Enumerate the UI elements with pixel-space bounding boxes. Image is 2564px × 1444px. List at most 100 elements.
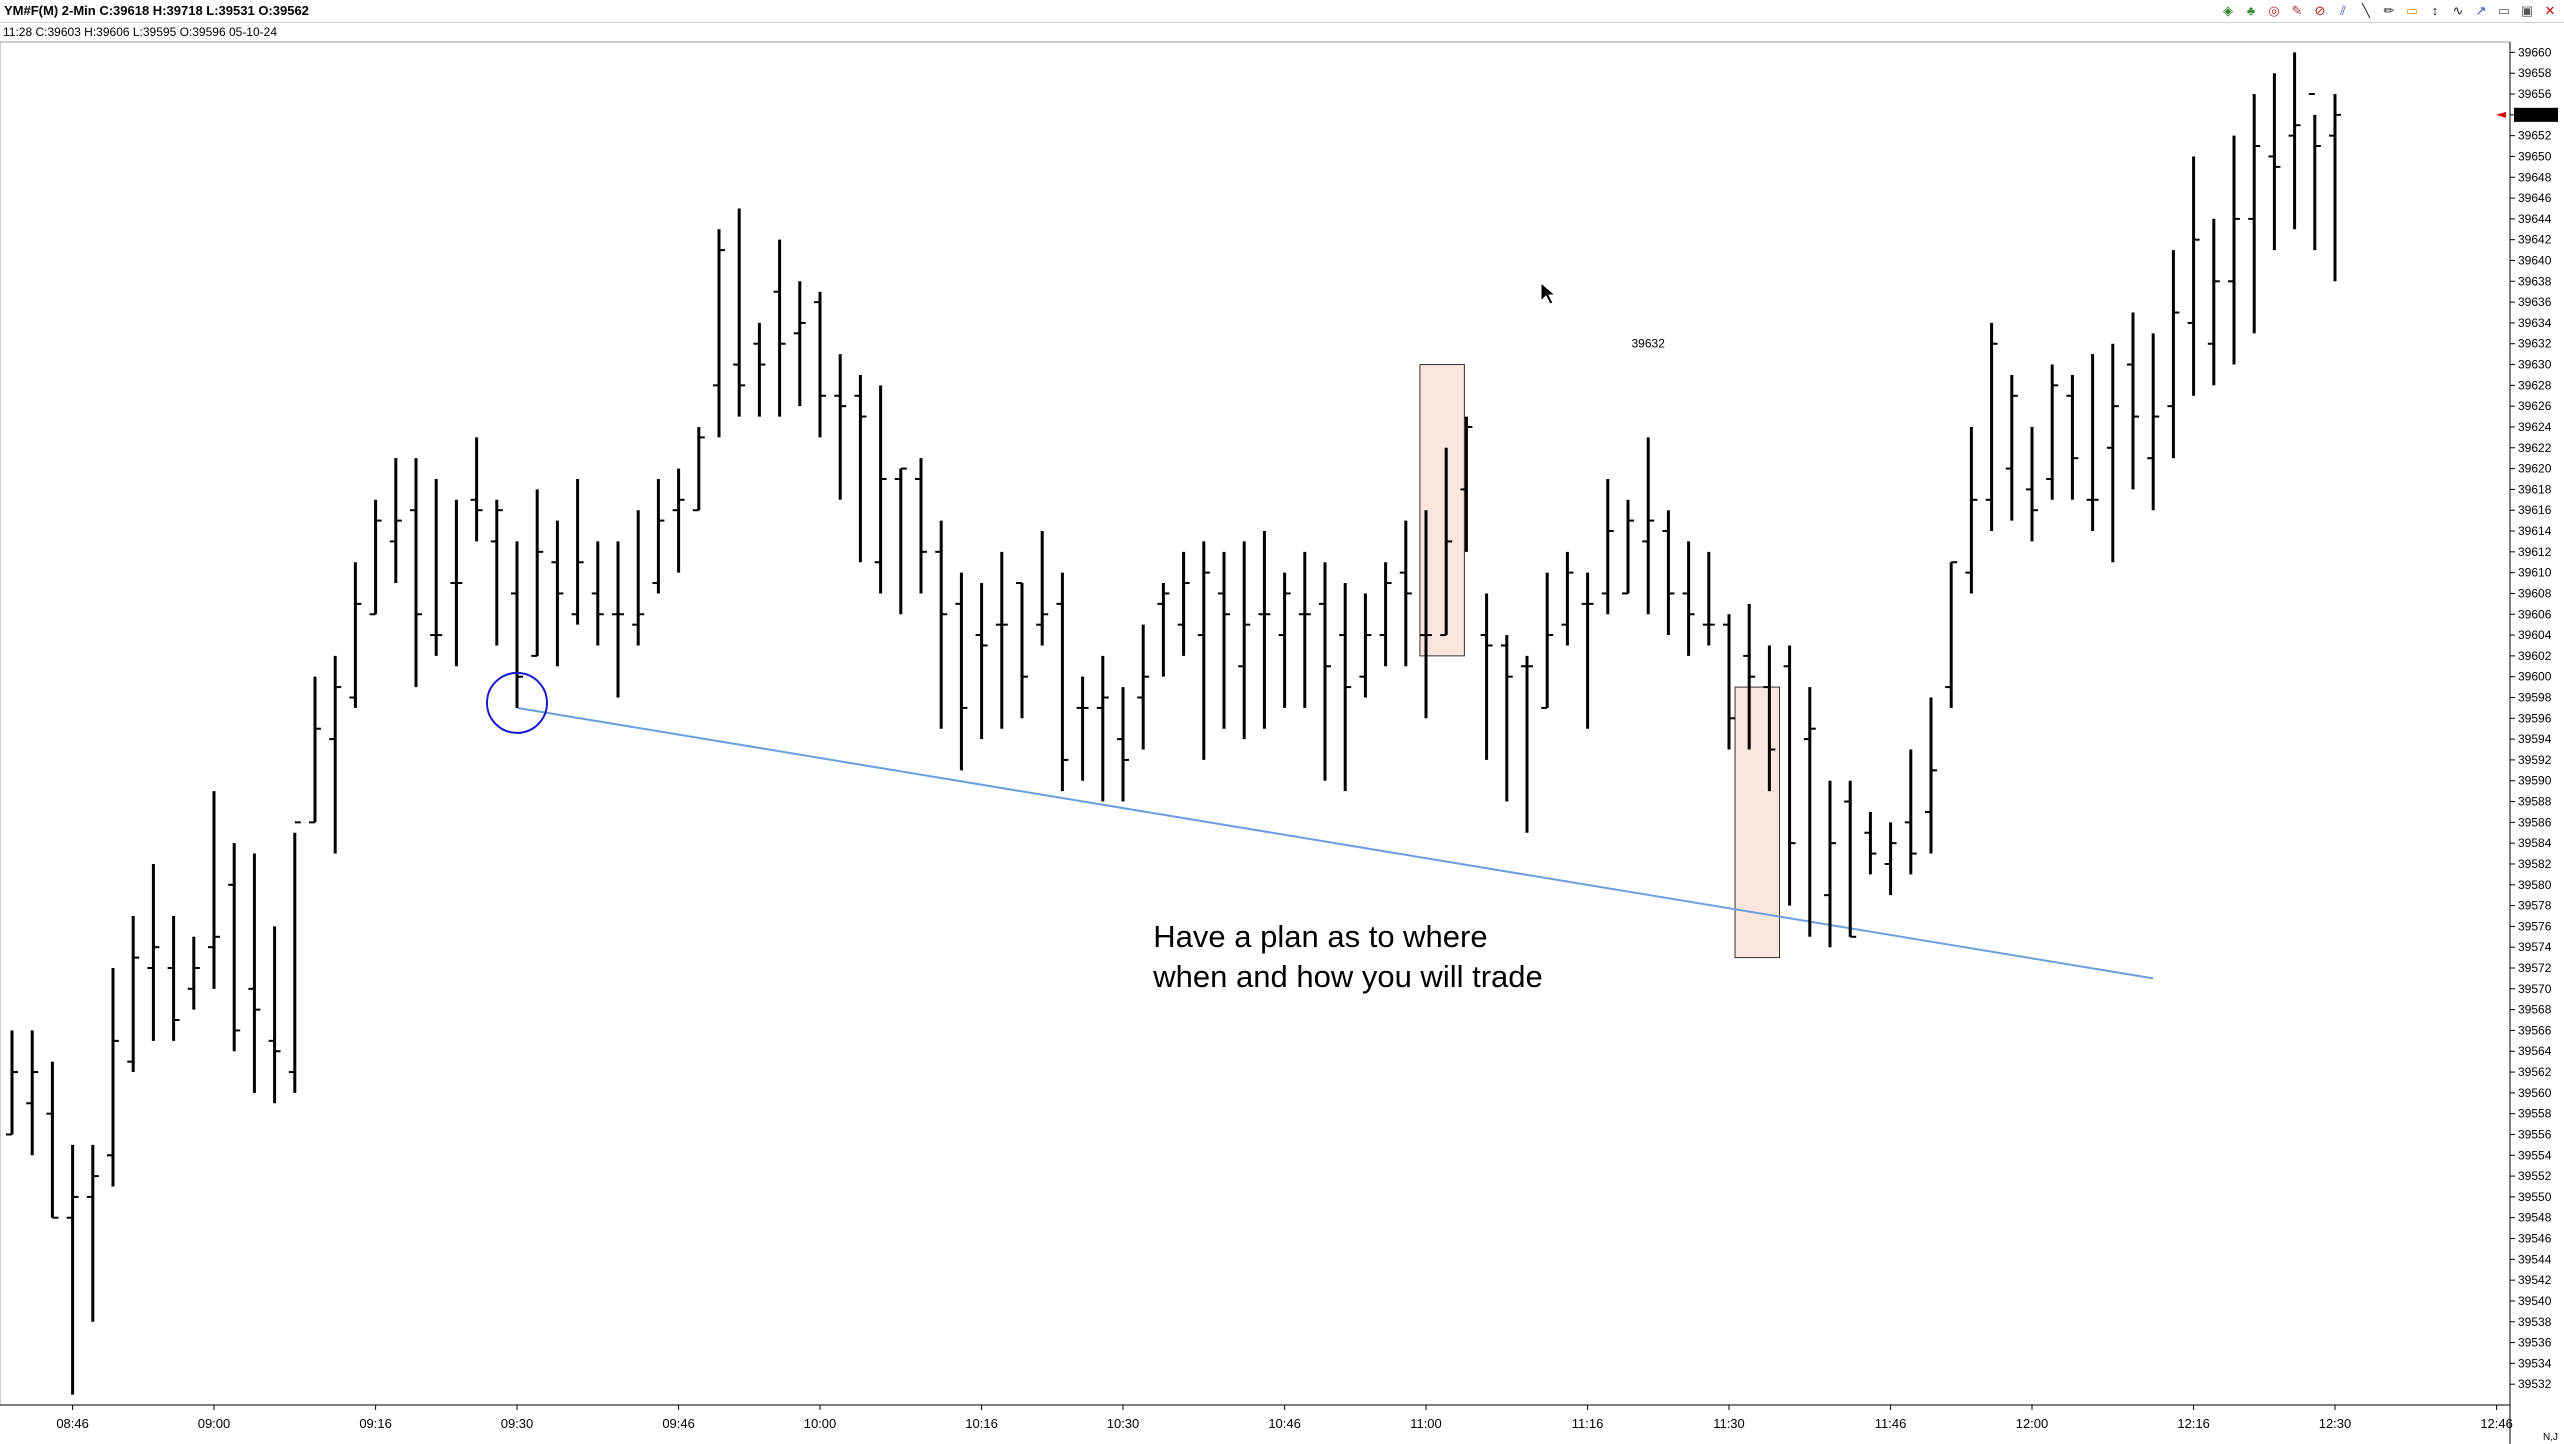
price-tick-label: 39652 [2518, 129, 2552, 143]
chart-title: YM#F(M) 2-Min C:39618 H:39718 L:39531 O:… [4, 3, 309, 18]
ohlc-bar [1581, 572, 1594, 729]
ohlc-bar [1965, 426, 1978, 594]
ohlc-bar [389, 458, 402, 584]
pencil-icon[interactable]: ✏ [2383, 3, 2395, 18]
ohlc-bar [551, 520, 564, 667]
price-tick-label: 39604 [2518, 628, 2552, 642]
price-tick-label: 39570 [2518, 982, 2552, 996]
price-tick-label: 39648 [2518, 170, 2552, 184]
ohlc-bar [1298, 551, 1311, 708]
price-tick-label: 39532 [2518, 1377, 2552, 1391]
ohlc-bar [2147, 333, 2160, 511]
time-tick-label: 09:16 [359, 1416, 392, 1431]
trend-tool-icon[interactable]: ∿ [2452, 3, 2464, 18]
ohlc-bar [1864, 811, 1877, 875]
price-tick-label: 39620 [2518, 462, 2552, 476]
ohlc-bar [591, 541, 604, 646]
price-tick-label: 39612 [2518, 545, 2552, 559]
brush-icon[interactable]: ✎ [2291, 3, 2303, 18]
target-icon[interactable]: ◎ [2268, 3, 2280, 18]
ohlc-bar [531, 489, 544, 657]
ohlc-bar [1359, 593, 1372, 698]
price-tick-label: 39584 [2518, 836, 2552, 850]
ohlc-bar [1601, 478, 1614, 615]
ohlc-bar [1541, 572, 1554, 709]
ohlc-bar [430, 478, 443, 656]
time-tick-label: 08:46 [56, 1416, 89, 1431]
price-tick-label: 39658 [2518, 66, 2552, 80]
annotation-text[interactable]: Have a plan as to where when and how you … [1152, 919, 1542, 994]
price-tick-label: 39540 [2518, 1294, 2552, 1308]
ohlc-bar [2046, 364, 2059, 500]
price-tick-label: 39608 [2518, 586, 2552, 600]
ohlc-bar [1117, 687, 1129, 802]
time-tick-label: 12:16 [2177, 1416, 2210, 1431]
ohlc-bar [1945, 561, 1958, 708]
ohlc-bar [1399, 520, 1412, 667]
ohlc-bar [1218, 551, 1230, 729]
instrument-icon[interactable]: ◈ [2223, 3, 2233, 18]
minimize-icon[interactable]: ▭ [2497, 3, 2511, 18]
ohlc-bar [915, 458, 927, 594]
ohlc-bar [26, 1030, 39, 1156]
price-tick-label: 39610 [2518, 566, 2552, 580]
ohlc-bar [147, 863, 160, 1041]
price-tick-label: 39656 [2518, 87, 2552, 101]
price-tick-label: 39624 [2518, 420, 2552, 434]
ohlc-bar [1480, 593, 1493, 760]
ohlc-bar [450, 499, 463, 667]
ohlc-bar [309, 676, 321, 824]
time-tick-label: 12:30 [2319, 1416, 2352, 1431]
mouse-cursor-icon [1540, 281, 1557, 305]
trendline[interactable] [516, 706, 2154, 980]
ohlc-bar [1460, 416, 1473, 552]
annotation-line: when and how you will trade [1152, 959, 1542, 994]
parallel-lines-icon[interactable]: ⫽ [2340, 3, 2346, 18]
price-tick-label: 39634 [2518, 316, 2552, 330]
price-tick-label: 39628 [2518, 378, 2552, 392]
ohlc-bar [2308, 93, 2321, 251]
ohlc-bar [1238, 541, 1251, 740]
circle-marker[interactable] [486, 671, 548, 734]
ohlc-bar [187, 936, 200, 1010]
ohlc-bar [1177, 551, 1190, 656]
ohlc-bar [733, 208, 746, 417]
ohlc-bar [2066, 374, 2079, 500]
ohlc-bar [268, 926, 281, 1104]
line-tool-icon[interactable]: ╲ [2362, 3, 2370, 18]
ohlc-bar [652, 478, 665, 594]
restore-icon[interactable]: ▣ [2520, 3, 2534, 18]
ray-tool-icon[interactable]: ↗ [2475, 3, 2487, 18]
ohlc-bar [1783, 645, 1796, 906]
ohlc-bar [1096, 655, 1109, 802]
ohlc-bar [935, 520, 948, 729]
price-tick-label: 39606 [2518, 607, 2552, 621]
ohlc-bar [490, 499, 503, 646]
bar-info-line: 11:28 C:39603 H:39606 L:39595 O:39596 05… [3, 25, 277, 39]
ohlc-bar [1925, 697, 1937, 854]
close-icon[interactable]: ✕ [2544, 3, 2556, 18]
tree-icon[interactable]: ♣ [2246, 3, 2256, 18]
price-tick-label: 39538 [2518, 1315, 2552, 1329]
price-tick-label: 39558 [2518, 1107, 2552, 1121]
highlight-box[interactable] [1734, 686, 1781, 959]
rectangle-tool-icon[interactable]: ▭ [2405, 3, 2419, 18]
vertical-line-icon[interactable]: ↕ [2431, 3, 2439, 18]
ohlc-bar [1824, 780, 1836, 948]
price-tick-label: 39618 [2518, 482, 2552, 496]
ohlc-bar [1521, 655, 1533, 833]
last-price-label: 39654 [2518, 108, 2552, 122]
corner-label: N,J [2543, 1432, 2558, 1443]
price-tick-label: 39572 [2518, 961, 2552, 975]
price-tick-label: 39630 [2518, 358, 2552, 372]
ohlc-bar [692, 426, 705, 512]
ohlc-bar [874, 385, 887, 594]
ohlc-bar [995, 551, 1008, 729]
price-tick-label: 39534 [2518, 1356, 2552, 1370]
no-entry-icon[interactable]: ⊘ [2314, 3, 2326, 18]
price-tick-label: 39580 [2518, 878, 2552, 892]
plot-frame [0, 41, 2511, 1406]
ohlc-bar [2086, 354, 2099, 532]
time-tick-label: 11:00 [1410, 1416, 1442, 1431]
